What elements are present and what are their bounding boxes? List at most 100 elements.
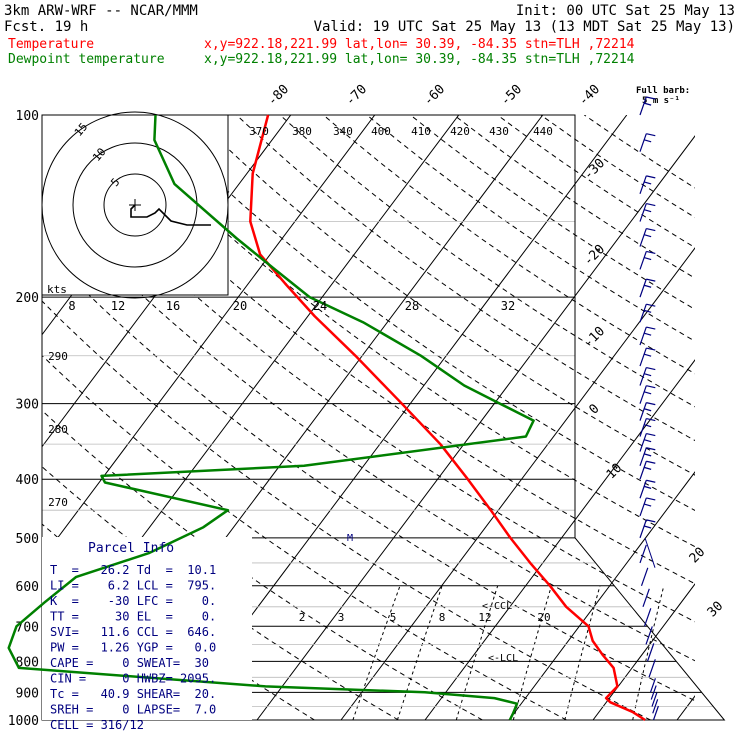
theta-label: 340 bbox=[333, 125, 353, 138]
valid-time: Valid: 19 UTC Sat 25 May 13 (13 MDT Sat … bbox=[314, 19, 735, 35]
mixing-ratio-line bbox=[632, 585, 665, 720]
parcel-info-row: CELL = 316/12 bbox=[50, 718, 144, 732]
isotherm-label: 20 bbox=[687, 545, 709, 567]
wind-barb-flag bbox=[646, 133, 656, 137]
forecast-hour: Fcst. 19 h bbox=[4, 19, 88, 35]
wind-barb-staff bbox=[639, 497, 647, 517]
wind-barb-staff bbox=[652, 705, 659, 721]
theta-label: 440 bbox=[533, 125, 553, 138]
parcel-info-row: LI = 6.2 LCL = 795. bbox=[50, 579, 216, 593]
wind-barb-flag bbox=[643, 391, 652, 395]
wind-barb-flag bbox=[643, 408, 652, 412]
mixing-ratio-label: 12 bbox=[478, 611, 491, 624]
wind-barb-connector bbox=[644, 537, 656, 568]
wind-barb-staff bbox=[639, 228, 647, 247]
isotherm-label: 30 bbox=[705, 599, 727, 621]
wind-barb-flag bbox=[643, 139, 652, 143]
pressure-tick-label: 200 bbox=[16, 291, 39, 306]
wind-barb-flag bbox=[643, 284, 652, 288]
hodograph-axis-label: 12 bbox=[111, 299, 125, 313]
wind-barb-staff bbox=[639, 133, 647, 152]
dry-adiabat-line bbox=[584, 115, 695, 189]
hodograph-axis-label: 20 bbox=[233, 299, 247, 313]
mixing-ratio-label: 5 bbox=[390, 611, 397, 624]
init-time: Init: 00 UTC Sat 25 May 13 bbox=[516, 3, 735, 19]
isotherm-line bbox=[424, 359, 695, 720]
isotherm-label: -60 bbox=[421, 82, 448, 109]
mixing-ratio-label: 2 bbox=[299, 611, 306, 624]
dry-adiabat-line bbox=[540, 115, 695, 219]
theta-label-lower: 290 bbox=[48, 350, 68, 363]
wind-barb-flag bbox=[643, 102, 652, 106]
isotherm-label: -20 bbox=[581, 242, 608, 269]
wind-barb-staff bbox=[642, 588, 650, 608]
wind-barb-staff bbox=[639, 418, 647, 437]
hodograph-ring bbox=[41, 111, 229, 299]
wind-barb-staff bbox=[639, 175, 647, 195]
wind-barb-staff bbox=[646, 643, 655, 662]
dry-adiabat-line bbox=[366, 115, 695, 342]
wind-barb-flag bbox=[643, 485, 652, 489]
pressure-tick-label: 700 bbox=[16, 620, 39, 635]
theta-label: 380 bbox=[292, 125, 312, 138]
wind-barb-flag bbox=[643, 439, 652, 443]
temperature-legend-label: Temperature bbox=[8, 37, 94, 52]
isotherm-label: 0 bbox=[586, 401, 602, 417]
wind-barb-flag bbox=[646, 519, 656, 523]
temperature-profile bbox=[249, 114, 646, 722]
pressure-tick-label: 900 bbox=[16, 686, 39, 701]
wind-barb-staff bbox=[640, 567, 649, 586]
isotherm-label: -40 bbox=[576, 82, 603, 109]
hodograph-axis-label: 8 bbox=[68, 299, 75, 313]
wind-barb-flag bbox=[646, 227, 656, 232]
barb-legend-unit: 5 m s⁻¹ bbox=[642, 96, 680, 106]
wind-barb-flag bbox=[646, 432, 656, 437]
parcel-info-row: K = -30 LFC = 0. bbox=[50, 594, 216, 608]
theta-label: 420 bbox=[450, 125, 470, 138]
wind-barb-staff bbox=[639, 402, 647, 421]
pressure-tick-label: 100 bbox=[16, 109, 39, 124]
wind-barb-staff bbox=[639, 544, 647, 564]
wind-barb-staff bbox=[639, 367, 647, 386]
hodograph-axis-label: 16 bbox=[166, 299, 180, 313]
barb-legend-title: Full barb: bbox=[636, 86, 690, 96]
pressure-tick-label: 1000 bbox=[8, 714, 39, 729]
isotherm-label: -80 bbox=[265, 82, 292, 109]
mixing-ratio-label: 8 bbox=[439, 611, 446, 624]
lcl-marker: <-LCL bbox=[488, 653, 518, 664]
theta-label: 370 bbox=[249, 125, 269, 138]
wind-barb-flag bbox=[646, 347, 656, 351]
dewpoint-legend-label: Dewpoint temperature bbox=[8, 52, 165, 67]
dry-adiabat-line bbox=[323, 115, 695, 375]
wind-barb-staff bbox=[639, 385, 647, 404]
parcel-info-row: CAPE = 0 SWEAT= 30 bbox=[50, 656, 209, 670]
wind-barb-flag bbox=[643, 424, 652, 428]
wind-barb-flag bbox=[643, 453, 652, 457]
wind-barb-staff bbox=[639, 480, 647, 499]
parcel-info-background bbox=[42, 537, 252, 720]
theta-label-lower: 270 bbox=[48, 496, 68, 509]
wind-barb-flag bbox=[646, 402, 656, 406]
mixing-ratio-label: 3 bbox=[338, 611, 345, 624]
dewpoint-profile bbox=[7, 114, 535, 721]
wind-barb-flag bbox=[643, 209, 652, 213]
wind-barb-flag bbox=[643, 466, 652, 470]
isotherm-line bbox=[256, 135, 695, 720]
wind-barb-staff bbox=[639, 433, 647, 452]
mixing-ratio-line bbox=[512, 585, 552, 720]
sounding-profiles bbox=[7, 114, 646, 722]
wind-barb-flag bbox=[643, 309, 652, 313]
wind-barb-flag bbox=[643, 373, 652, 377]
hodograph-axis-label: 32 bbox=[501, 299, 515, 313]
wind-barb-staff bbox=[639, 447, 647, 466]
ccl-marker: <-CCL bbox=[482, 601, 512, 612]
wind-barb-flag bbox=[646, 202, 656, 207]
wind-barb-flag bbox=[646, 497, 656, 501]
mixing-ratio-line bbox=[352, 585, 401, 720]
wind-barb-staff bbox=[643, 608, 652, 627]
wind-barb-staff bbox=[639, 251, 647, 270]
temperature-legend-info: x,y=922.18,221.99 lat,lon= 30.39, -84.35… bbox=[204, 37, 635, 52]
parcel-info-row: SREH = 0 LAPSE= 7.0 bbox=[50, 703, 216, 717]
dry-adiabat-line bbox=[279, 115, 695, 408]
